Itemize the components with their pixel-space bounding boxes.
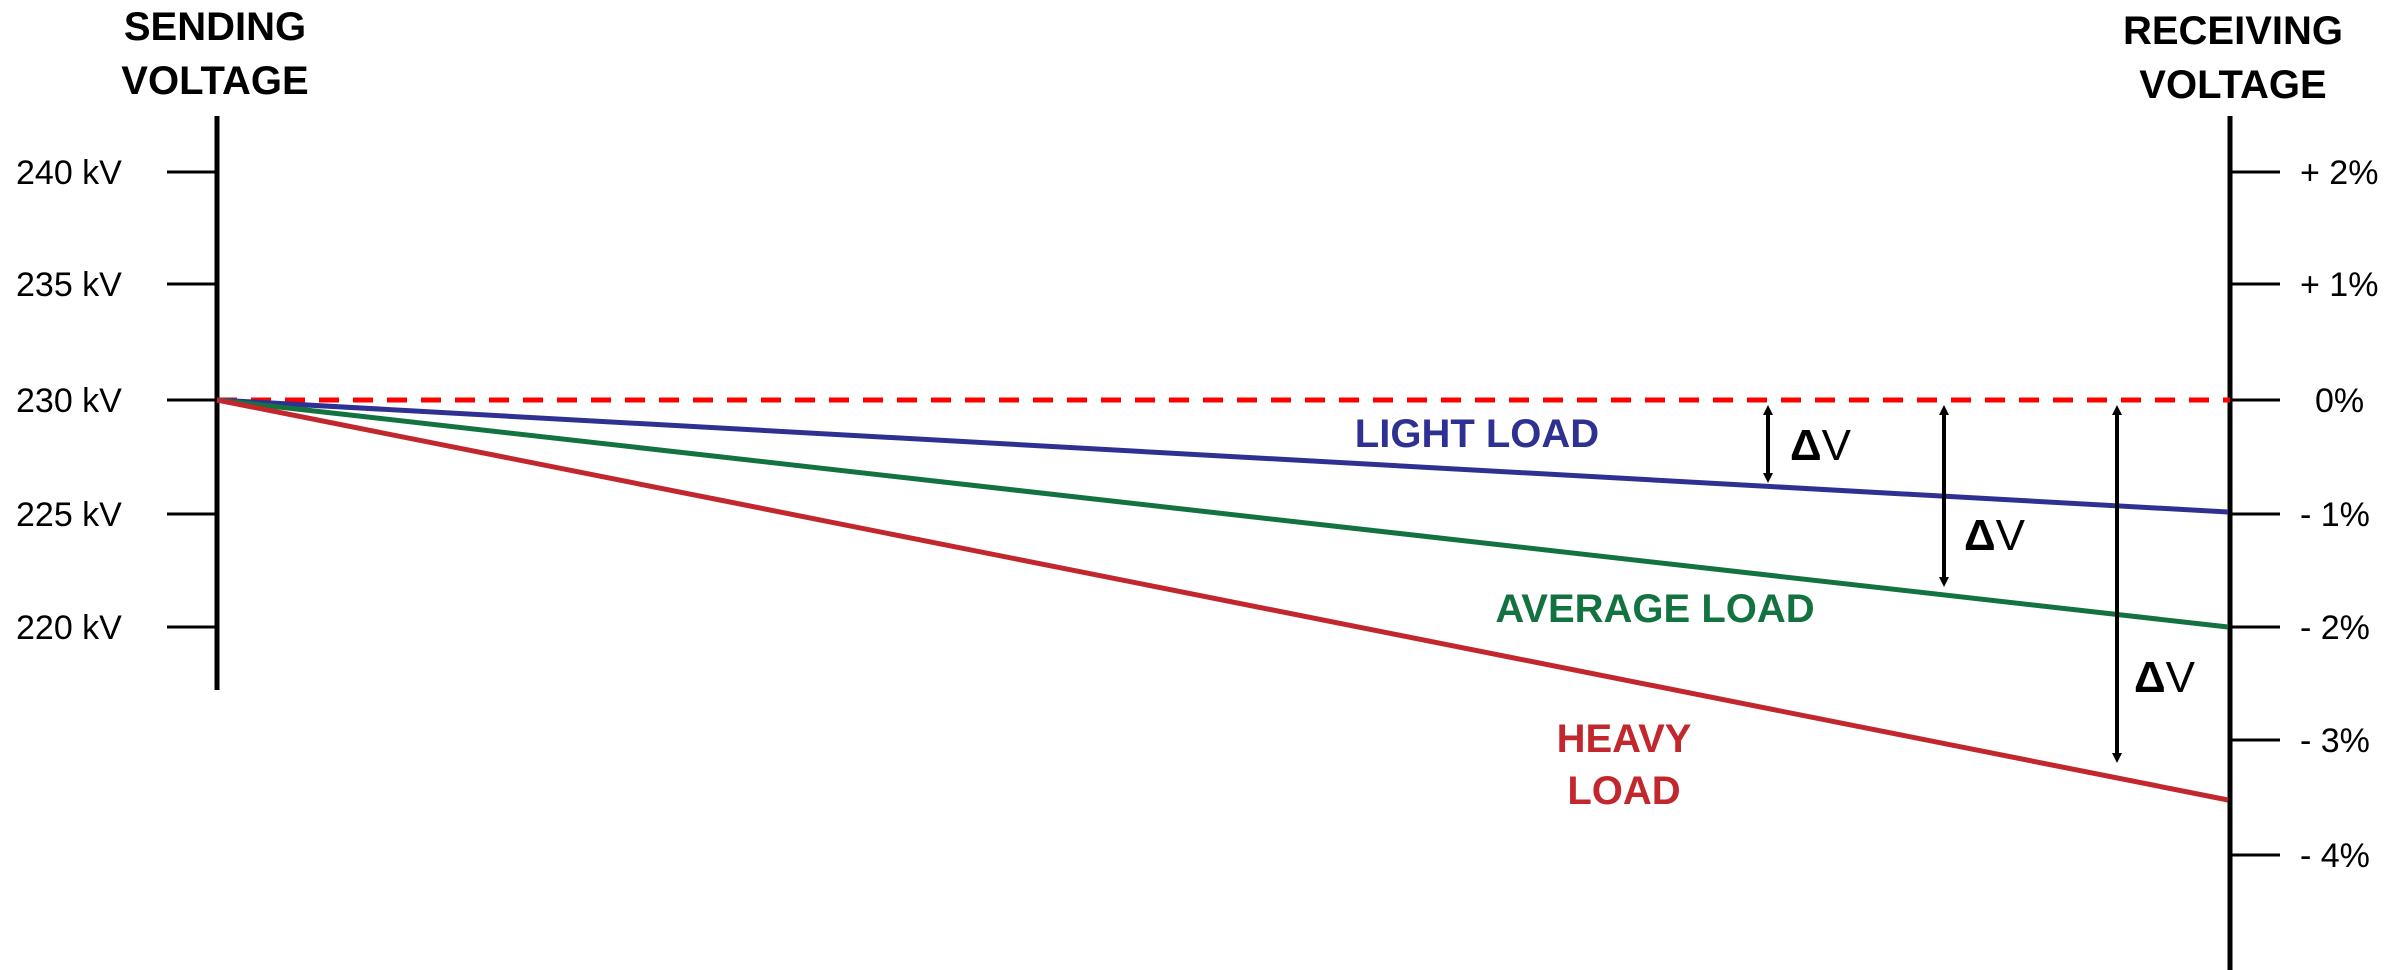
right-tick-label: - 4% xyxy=(2300,837,2370,875)
average-load-line xyxy=(216,397,2229,630)
right-tick-label: - 1% xyxy=(2300,496,2370,534)
delta-symbol: Δ xyxy=(1790,421,1822,470)
receiving-voltage-title-line2: VOLTAGE xyxy=(2139,63,2326,107)
light-load-label: LIGHT LOAD xyxy=(1355,412,1599,456)
light-load-line xyxy=(216,397,2229,515)
delta-symbol: Δ xyxy=(1964,511,1996,560)
left-tick-label: 225 kV xyxy=(16,496,122,534)
heavy-delta-v-label: ΔV xyxy=(2134,653,2196,702)
left-tick-label: 240 kV xyxy=(16,154,122,192)
right-tick-label: + 2% xyxy=(2300,154,2378,192)
right-tick-label: - 3% xyxy=(2300,722,2370,760)
left-axis-tick-labels: 240 kV 235 kV 230 kV 225 kV 220 kV xyxy=(16,154,122,647)
right-axis-tick-labels: + 2% + 1% 0% - 1% - 2% - 3% - 4% xyxy=(2300,154,2378,875)
heavy-load-label-line2: LOAD xyxy=(1567,769,1680,813)
average-load-label: AVERAGE LOAD xyxy=(1495,587,1814,631)
sending-voltage-title-line1: SENDING xyxy=(124,5,306,49)
delta-v-letter: V xyxy=(1996,511,2026,560)
average-delta-v-label: ΔV xyxy=(1964,511,2026,560)
left-axis-ticks xyxy=(167,170,217,629)
right-tick-label: 0% xyxy=(2315,382,2364,420)
delta-symbol: Δ xyxy=(2134,653,2166,702)
receiving-voltage-title-line1: RECEIVING xyxy=(2123,9,2343,53)
left-tick-label: 220 kV xyxy=(16,609,122,647)
right-tick-label: - 2% xyxy=(2300,609,2370,647)
sending-voltage-title-line2: VOLTAGE xyxy=(121,59,308,103)
light-delta-v-label: ΔV xyxy=(1790,421,1852,470)
heavy-load-label-line1: HEAVY xyxy=(1557,717,1692,761)
left-tick-label: 235 kV xyxy=(16,266,122,304)
left-tick-label: 230 kV xyxy=(16,382,122,420)
heavy-load-line xyxy=(216,397,2229,803)
right-axis-ticks xyxy=(2230,170,2280,857)
delta-v-letter: V xyxy=(1822,421,1852,470)
right-tick-label: + 1% xyxy=(2300,266,2378,304)
delta-v-letter: V xyxy=(2166,653,2196,702)
